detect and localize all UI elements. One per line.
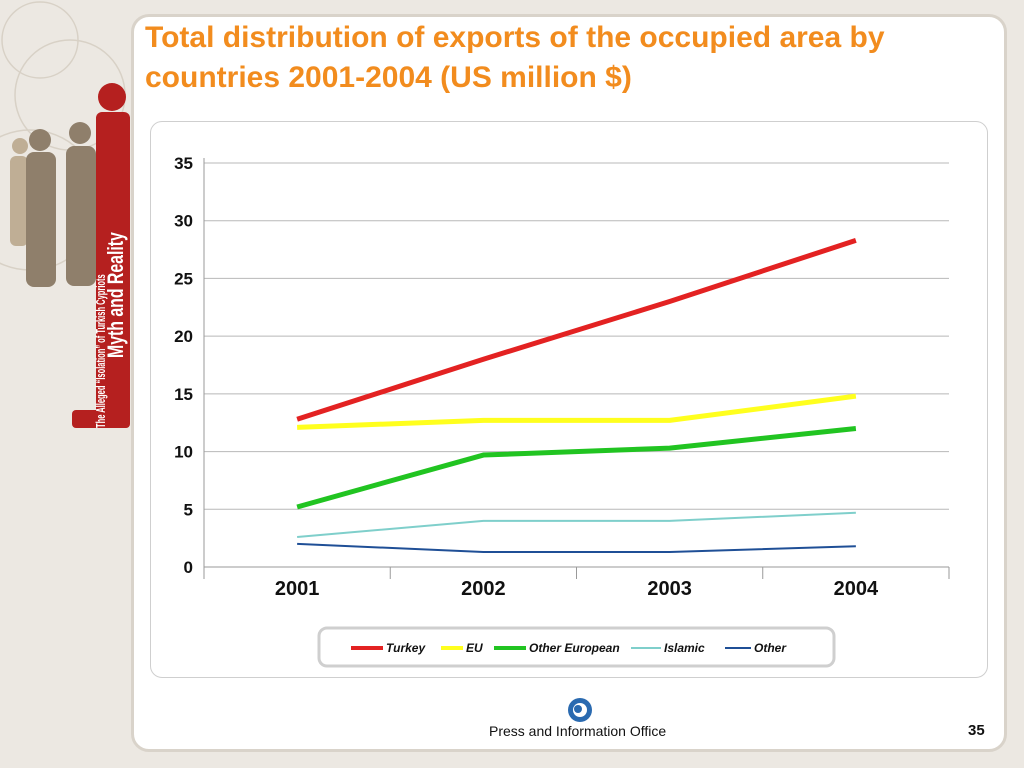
y-tick-label: 30 bbox=[174, 212, 193, 231]
footer-text: Press and Information Office bbox=[489, 723, 667, 739]
y-tick-label: 5 bbox=[184, 500, 193, 519]
page-number: 35 bbox=[968, 722, 985, 739]
slide-title: Total distribution of exports of the occ… bbox=[145, 21, 885, 94]
x-tick-label: 2002 bbox=[461, 578, 506, 600]
y-tick-label: 0 bbox=[184, 558, 193, 577]
legend-label-other: Other bbox=[754, 641, 787, 655]
series-line-turkey bbox=[296, 237, 857, 422]
x-tick-label: 2003 bbox=[647, 578, 692, 600]
series-line-other bbox=[297, 542, 856, 553]
y-tick-label: 20 bbox=[174, 327, 193, 346]
legend-label-other-european: Other European bbox=[529, 641, 620, 655]
decorative-figures bbox=[0, 1, 130, 428]
press-office-logo bbox=[568, 698, 592, 722]
legend-box bbox=[317, 626, 836, 668]
legend-label-turkey: Turkey bbox=[386, 641, 426, 655]
y-tick-label: 15 bbox=[174, 385, 193, 404]
x-tick-label: 2001 bbox=[275, 578, 320, 600]
series-line-eu bbox=[297, 393, 857, 430]
y-tick-label: 35 bbox=[174, 154, 193, 173]
legend-label-eu: EU bbox=[466, 641, 483, 655]
y-tick-label: 25 bbox=[174, 269, 193, 288]
x-tick-label: 2004 bbox=[834, 578, 879, 600]
y-tick-label: 10 bbox=[174, 443, 193, 462]
legend-label-islamic: Islamic bbox=[664, 641, 705, 655]
series-line-other-european bbox=[296, 425, 857, 510]
series-line-islamic bbox=[297, 511, 856, 538]
